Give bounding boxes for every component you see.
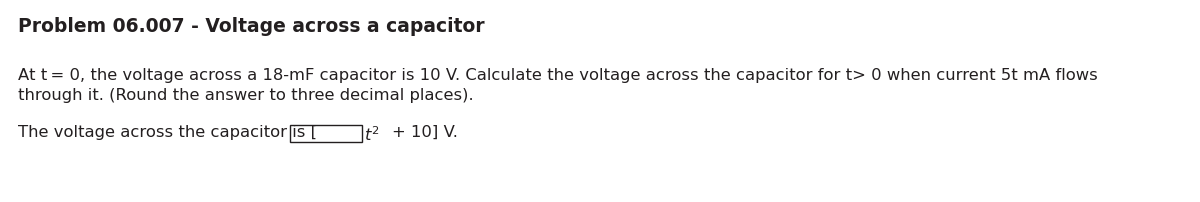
- Text: Problem 06.007 - Voltage across a capacitor: Problem 06.007 - Voltage across a capaci…: [18, 17, 485, 36]
- Text: The voltage across the capacitor is [: The voltage across the capacitor is [: [18, 125, 317, 140]
- Text: through it. (Round the answer to three decimal places).: through it. (Round the answer to three d…: [18, 88, 474, 103]
- Text: At t = 0, the voltage across a 18-mF capacitor is 10 V. Calculate the voltage ac: At t = 0, the voltage across a 18-mF cap…: [18, 68, 1098, 83]
- Text: + 10] V.: + 10] V.: [392, 125, 458, 140]
- Text: $t^{2}$: $t^{2}$: [364, 125, 379, 144]
- Bar: [290, 125, 362, 142]
